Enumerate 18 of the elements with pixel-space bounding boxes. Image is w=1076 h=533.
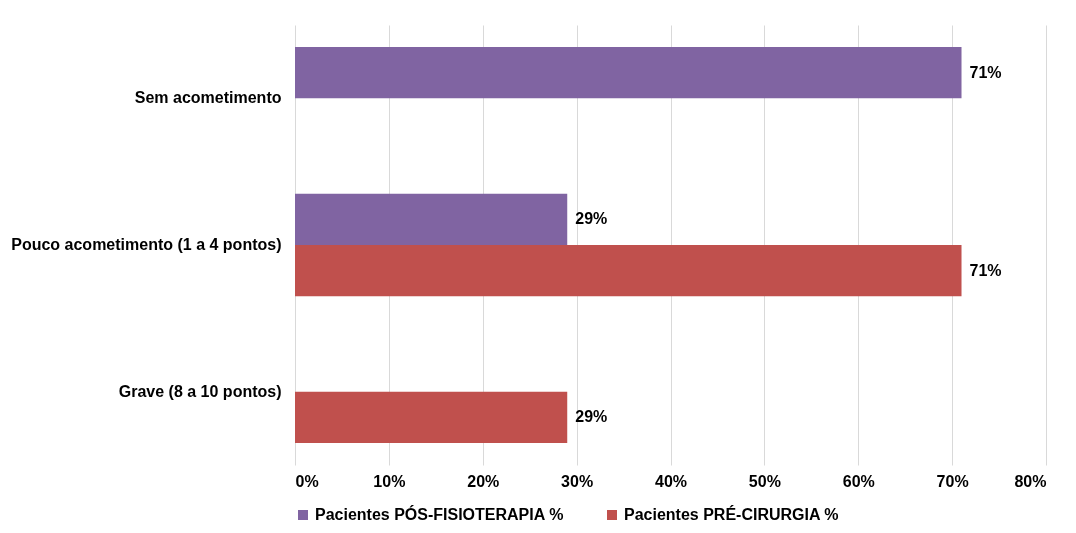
x-tick-label: 80% (1014, 472, 1047, 490)
x-tick-label: 20% (467, 472, 500, 490)
data-label: 71% (969, 63, 1002, 81)
x-tick-label: 40% (654, 472, 688, 490)
data-label: 29% (575, 408, 608, 426)
x-tick-label: 10% (373, 472, 406, 490)
legend-label: Pacientes PÓS-FISIOTERAPIA % (315, 505, 564, 523)
y-tick-label: Grave (8 a 10 pontos) (118, 382, 282, 400)
x-tick-label: 50% (748, 472, 781, 490)
y-tick-label: Pouco acometimento (1 a 4 pontos) (11, 236, 282, 253)
y-tick-label: Sem acometimento (134, 89, 282, 107)
data-label: 29% (575, 210, 608, 228)
x-tick-label: 60% (842, 472, 875, 490)
legend-label: Pacientes PRÉ-CIRURGIA % (624, 505, 839, 523)
x-tick-label: 30% (561, 472, 594, 490)
x-tick-label: 0% (295, 472, 319, 490)
x-tick-label: 70% (936, 472, 969, 490)
data-label: 71% (969, 261, 1002, 279)
